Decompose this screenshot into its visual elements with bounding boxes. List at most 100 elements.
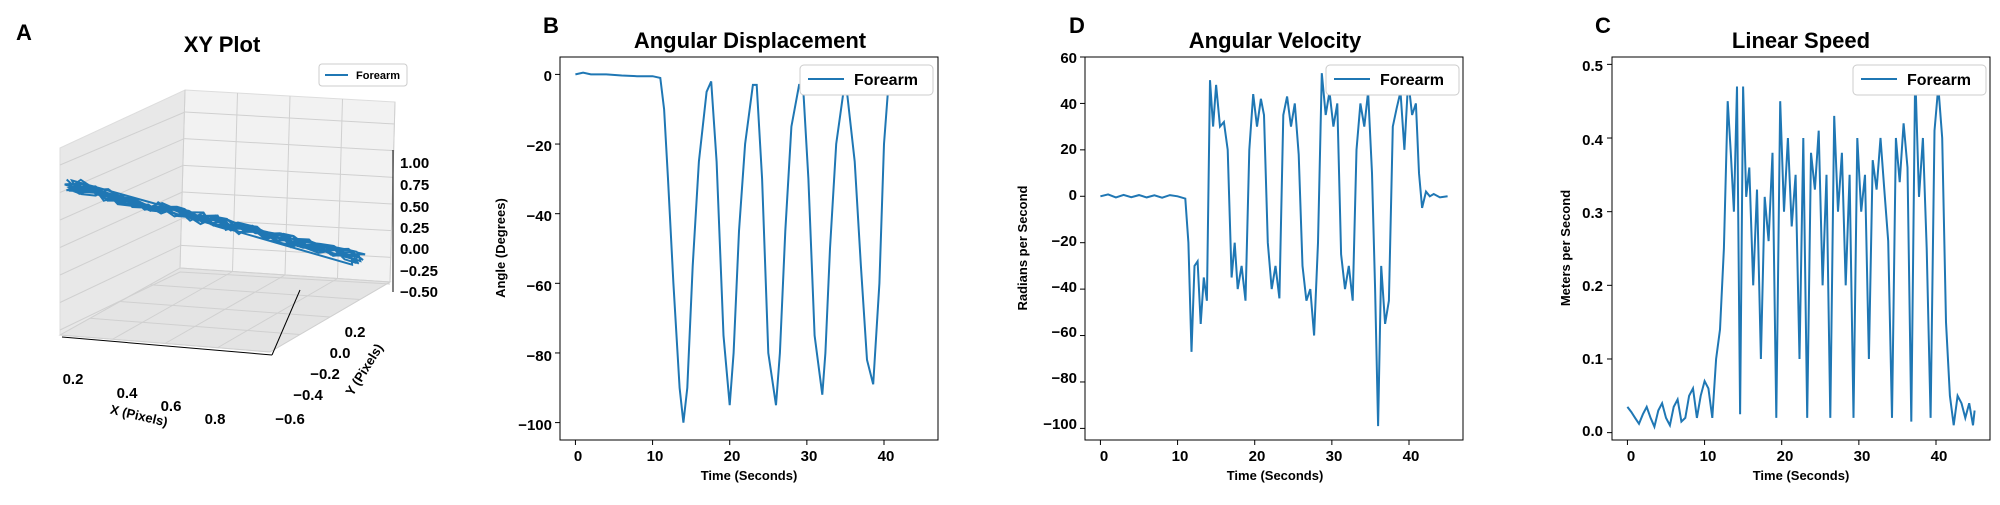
- y-tick-label: −20: [1052, 233, 1077, 250]
- y-tick-label: −100: [1043, 416, 1077, 433]
- x-tick-label: 10: [1700, 448, 1717, 465]
- x-tick-label: 10: [1172, 448, 1189, 465]
- y-tick-label: 0.0: [330, 345, 351, 362]
- y-tick-label: 0: [1069, 187, 1077, 204]
- y-tick-label: 0.5: [1582, 58, 1603, 75]
- xy-trajectory-line: [64, 178, 366, 267]
- x-tick-label: 30: [1854, 448, 1871, 465]
- z-tick-label: 0.25: [400, 220, 429, 237]
- ticks-c: 0 10 20 30 40 0.5 0.4 0.3 0.2 0.1 0.0: [1582, 58, 1947, 465]
- x-ticks-a: 0.2 0.4 0.6 0.8: [63, 371, 226, 428]
- x-tick-label: 40: [878, 448, 895, 465]
- y-tick-label: 60: [1060, 50, 1077, 67]
- z-tick-label: 1.00: [400, 155, 429, 172]
- grid-line: [179, 267, 391, 283]
- legend-label: Forearm: [854, 72, 918, 89]
- plot-frame-d: [1084, 56, 1464, 441]
- ticks-b: 0 10 20 30 40 0 −20 −40 −60 −80 −100: [518, 68, 894, 465]
- grid-line: [59, 164, 184, 221]
- chart-title-c: Linear Speed: [1732, 28, 1870, 53]
- panel-a: A XY Plot 1.00 0.75 0.50 0.25 0.00 −0.25…: [16, 20, 438, 430]
- chart-title-d: Angular Velocity: [1189, 28, 1362, 53]
- z-tick-label: −0.50: [400, 284, 438, 301]
- x-tick-label: 0: [574, 448, 582, 465]
- y-tick-label: −20: [527, 138, 552, 155]
- plot-frame-c: [1611, 56, 1991, 441]
- x-tick-label: 0.4: [117, 385, 139, 402]
- y-axis-line: [271, 289, 301, 356]
- series-line-forearm-c: [1626, 71, 1976, 430]
- grid-line: [179, 271, 391, 285]
- x-axis-line: [61, 336, 273, 356]
- grid-line: [179, 89, 186, 269]
- y-tick-label: 0.3: [1582, 205, 1603, 222]
- grid-line: [184, 138, 395, 152]
- legend-box: [1325, 64, 1460, 96]
- panel-d: D Angular Velocity 0 10 20 30 40 60 40 2…: [1015, 13, 1464, 483]
- y-tick-label: −60: [527, 278, 552, 295]
- legend-box: [1852, 64, 1987, 96]
- legend-d: Forearm: [1325, 64, 1460, 96]
- x-axis-label-c: Time (Seconds): [1753, 468, 1850, 483]
- legend-c: Forearm: [1852, 64, 1987, 96]
- y-tick-label: 40: [1060, 96, 1077, 113]
- z-tick-label: 0.50: [400, 199, 429, 216]
- x-tick-label: 0.8: [205, 411, 226, 428]
- x-tick-label: 10: [647, 448, 664, 465]
- legend-label: Forearm: [1380, 72, 1444, 89]
- legend-a: Forearm: [318, 63, 408, 87]
- x-tick-label: 20: [1777, 448, 1794, 465]
- grid-line: [269, 281, 391, 353]
- y-tick-label: −80: [1052, 370, 1077, 387]
- z-tick-label: 0.00: [400, 241, 429, 258]
- z-tick-label: −0.25: [400, 263, 438, 280]
- x-tick-label: 0.6: [161, 398, 182, 415]
- y-tick-label: −0.6: [275, 411, 305, 428]
- legend-box: [318, 63, 408, 87]
- y-tick-label: −80: [527, 348, 552, 365]
- y-tick-label: 0: [544, 68, 552, 85]
- y-tick-label: −100: [518, 417, 552, 434]
- panel-letter-d: D: [1069, 13, 1085, 38]
- x-tick-label: 40: [1403, 448, 1420, 465]
- grid-line: [149, 284, 361, 300]
- grid-line: [59, 218, 182, 276]
- y-axis-label-b: Angle (Degrees): [493, 198, 508, 298]
- legend-b: Forearm: [799, 64, 934, 96]
- legend-label: Forearm: [356, 70, 400, 82]
- x-tick-label: 40: [1931, 448, 1948, 465]
- grid-line: [119, 301, 331, 318]
- panel-b: B Angular Displacement 0 10 20 30 40 0 −…: [493, 13, 939, 483]
- series-line-forearm-d: [1100, 73, 1448, 427]
- y-tick-label: 20: [1060, 141, 1077, 158]
- y-ticks-a: 0.2 0.0 −0.2 −0.4 −0.6: [275, 324, 365, 428]
- y-tick-label: −40: [1052, 279, 1077, 296]
- panel-letter-b: B: [543, 13, 559, 38]
- x-tick-label: 30: [1326, 448, 1343, 465]
- panel-letter-c: C: [1595, 13, 1611, 38]
- grid-line: [59, 244, 182, 303]
- y-tick-label: 0.0: [1582, 423, 1603, 440]
- y-tick-label: 0.4: [1582, 132, 1604, 149]
- x-tick-label: 0.2: [63, 371, 84, 388]
- y-tick-label: 0.2: [345, 324, 366, 341]
- series-line-forearm-b: [575, 71, 923, 423]
- plot-frame-b: [559, 56, 939, 441]
- z-tick-label: 0.75: [400, 177, 429, 194]
- y-tick-label: 0.2: [1582, 278, 1603, 295]
- chart-title-b: Angular Displacement: [634, 28, 867, 53]
- y-tick-label: −60: [1052, 324, 1077, 341]
- legend-box: [799, 64, 934, 96]
- grid-line: [59, 191, 183, 248]
- panel-letter-a: A: [16, 20, 32, 45]
- x-tick-label: 0: [1100, 448, 1108, 465]
- x-tick-label: 30: [801, 448, 818, 465]
- x-tick-label: 20: [1249, 448, 1266, 465]
- grid-line: [217, 278, 338, 349]
- x-axis-label-b: Time (Seconds): [701, 468, 798, 483]
- chart-title-a: XY Plot: [184, 32, 261, 57]
- grid-line: [184, 111, 396, 125]
- legend-label: Forearm: [1907, 72, 1971, 89]
- y-axis-label-c: Meters per Second: [1558, 190, 1573, 306]
